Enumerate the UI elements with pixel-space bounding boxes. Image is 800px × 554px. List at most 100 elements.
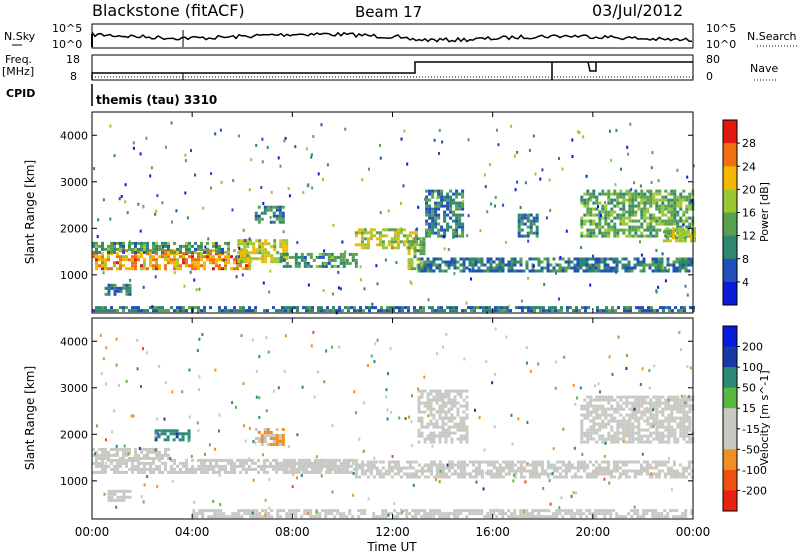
velocity-cbar-tick-0: 200 — [742, 341, 763, 354]
velocity-cbar-seg-4 — [723, 408, 737, 430]
nsearch-label: N.Search — [747, 30, 797, 43]
velocity-ytick-3: 4000 — [60, 335, 88, 348]
power-cbar-label: Power [dB] — [758, 182, 771, 242]
velocity-cbar-tick-7: -200 — [742, 484, 767, 497]
velocity-cbar-tick-1: 100 — [742, 361, 763, 374]
freq-panel: Freq. [MHz] 18 8 80 0 Nave — [2, 53, 778, 83]
freq-label-2: [MHz] — [2, 65, 34, 78]
velocity-ytick-1: 2000 — [60, 428, 88, 441]
power-ytick-1: 2000 — [60, 222, 88, 235]
xlabel: Time UT — [366, 540, 417, 554]
power-band-10 — [580, 189, 695, 238]
velocity-panel: 1000 2000 3000 4000 Slant Range [km] 200 100… — [23, 317, 771, 520]
station-title: Blackstone (fitACF) — [92, 1, 245, 20]
power-band-1 — [92, 241, 230, 254]
power-band-4 — [279, 252, 358, 268]
velocity-cbar-tick-2: 50 — [742, 382, 756, 395]
beam-title: Beam 17 — [355, 3, 422, 21]
velocity-band-7 — [580, 395, 695, 444]
power-cbar-seg-2 — [723, 166, 737, 190]
xtick-5: 20:00 — [576, 525, 611, 539]
freq-dip — [587, 61, 597, 72]
velocity-scatter — [94, 327, 692, 517]
power-ytick-0: 1000 — [60, 269, 88, 282]
velocity-band-6 — [417, 389, 469, 444]
xtick-4: 16:00 — [475, 525, 510, 539]
velocity-band-8 — [192, 509, 694, 519]
cpid-program: themis (tau) 3310 — [96, 93, 217, 107]
velocity-band-2 — [154, 429, 191, 442]
velocity-band-9 — [107, 489, 132, 502]
nave-tick-top: 80 — [706, 53, 720, 66]
power-band-7 — [417, 257, 694, 273]
velocity-ylabel: Slant Range [km] — [23, 366, 37, 470]
power-cbar-tick-5: 24 — [742, 160, 756, 173]
xtick-3: 12:00 — [375, 525, 410, 539]
power-band-8 — [425, 189, 465, 238]
velocity-cbar-seg-5 — [723, 428, 737, 450]
velocity-band-5 — [354, 460, 694, 479]
nave-tick-bottom: 0 — [706, 70, 713, 83]
velocity-ytick-0: 1000 — [60, 475, 88, 488]
power-cbar-seg-3 — [723, 189, 737, 213]
nsky-label: N.Sky — [4, 30, 36, 43]
power-band-6 — [407, 237, 426, 271]
nsearch-tick-bottom: 10^0 — [706, 38, 736, 51]
power-ytick-2: 3000 — [60, 176, 88, 189]
power-scatter — [93, 121, 695, 315]
power-cbar-seg-7 — [723, 281, 737, 306]
velocity-cbar-seg-6 — [723, 449, 737, 471]
power-cbar-seg-4 — [723, 212, 737, 237]
xtick-2: 08:00 — [275, 525, 310, 539]
power-band-13 — [104, 283, 132, 296]
nsearch-tick-top: 10^5 — [706, 22, 736, 35]
velocity-band-4 — [279, 458, 358, 474]
velocity-ytick-2: 3000 — [60, 382, 88, 395]
power-cbar-tick-2: 12 — [742, 230, 756, 243]
freq-tick-bottom: 8 — [70, 70, 77, 83]
xtick-6: 00:00 — [676, 525, 711, 539]
power-cbar-tick-0: 4 — [742, 276, 749, 289]
velocity-cbar-seg-1 — [723, 346, 737, 368]
date-title: 03/Jul/2012 — [592, 1, 683, 20]
power-ytick-3: 4000 — [60, 129, 88, 142]
power-panel: 1000 2000 3000 4000 Slant Range [km] 4 8 12 16… — [23, 111, 771, 315]
velocity-cbar-tick-5: -50 — [742, 443, 760, 456]
velocity-cbar-tick-6: -100 — [742, 464, 767, 477]
power-cbar-tick-6: 28 — [742, 137, 756, 150]
power-cbar-tick-1: 8 — [742, 253, 749, 266]
power-band-9 — [517, 213, 539, 238]
velocity-cbar-seg-7 — [723, 469, 737, 491]
nsky-panel: N.Sky 10^5 10^0 10^5 10^0 N.Search — [4, 22, 797, 51]
xtick-1: 04:00 — [175, 525, 210, 539]
power-band-3 — [254, 205, 285, 224]
power-cbar-tick-4: 20 — [742, 183, 756, 196]
power-cbar-tick-3: 16 — [742, 207, 756, 220]
velocity-band-3 — [254, 428, 285, 446]
xtick-0: 00:00 — [75, 525, 110, 539]
velocity-cbar-seg-3 — [723, 387, 737, 409]
velocity-cbar-tick-3: 15 — [742, 402, 756, 415]
time-axis: 00:00 04:00 08:00 12:00 16:00 20:00 00:00 — [75, 525, 711, 539]
velocity-cbar-seg-0 — [723, 326, 737, 348]
velocity-cbar-tick-4: -15 — [742, 423, 760, 436]
velocity-cbar-seg-2 — [723, 367, 737, 389]
power-cbar-seg-1 — [723, 143, 737, 167]
velocity-cbar-label: Velocity [m s^-1] — [758, 370, 771, 465]
power-band-12 — [92, 306, 695, 313]
nsky-tick-bottom: 10^0 — [52, 38, 82, 51]
cpid-panel: CPID themis (tau) 3310 — [6, 84, 217, 107]
freq-tick-top: 18 — [66, 53, 80, 66]
power-band-11 — [663, 227, 696, 243]
cpid-label: CPID — [6, 87, 35, 100]
nsky-trace — [91, 31, 693, 43]
power-band-2 — [237, 239, 289, 264]
power-cbar-seg-0 — [723, 120, 737, 144]
freq-label-1: Freq. — [5, 53, 32, 66]
power-ylabel: Slant Range [km] — [23, 160, 37, 264]
nave-label: Nave — [750, 62, 778, 75]
power-cbar-seg-6 — [723, 258, 737, 283]
power-cbar-seg-5 — [723, 235, 737, 260]
nsky-tick-top: 10^5 — [52, 22, 82, 35]
